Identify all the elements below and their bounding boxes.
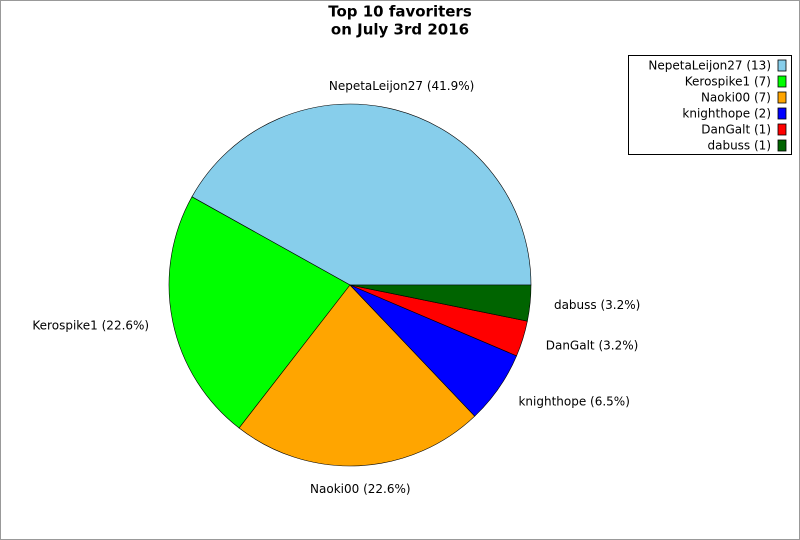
pie-slice — [349, 284, 532, 322]
slice-label: Kerospike1 (22.6%) — [32, 318, 149, 332]
slice-label: knighthope (6.5%) — [518, 394, 629, 408]
legend-swatch — [777, 139, 787, 152]
legend-label: Kerospike1 (7) — [685, 75, 771, 89]
legend-label: NepetaLeijon27 (13) — [648, 59, 771, 73]
legend-label: dabuss (1) — [707, 139, 771, 153]
legend-swatch — [777, 75, 787, 88]
legend-swatch — [777, 107, 787, 120]
legend-label: knighthope (2) — [682, 107, 771, 121]
legend-box — [628, 55, 792, 155]
legend-label: DanGalt (1) — [701, 123, 771, 137]
pie-slice — [191, 103, 532, 286]
legend-label: Naoki00 (7) — [701, 91, 771, 105]
slice-label: dabuss (3.2%) — [554, 298, 640, 312]
legend-swatch — [777, 59, 787, 72]
chart-subtitle: on July 3rd 2016 — [331, 21, 469, 39]
pie-slice — [238, 284, 476, 467]
pie-slice — [168, 196, 351, 429]
slice-label: DanGalt (3.2%) — [546, 338, 639, 352]
slice-label: NepetaLeijon27 (41.9%) — [329, 79, 474, 93]
legend-swatch — [777, 123, 787, 136]
chart-title: Top 10 favoriters — [328, 3, 472, 21]
legend-swatch — [777, 91, 787, 104]
slice-label: Naoki00 (22.6%) — [310, 482, 411, 496]
